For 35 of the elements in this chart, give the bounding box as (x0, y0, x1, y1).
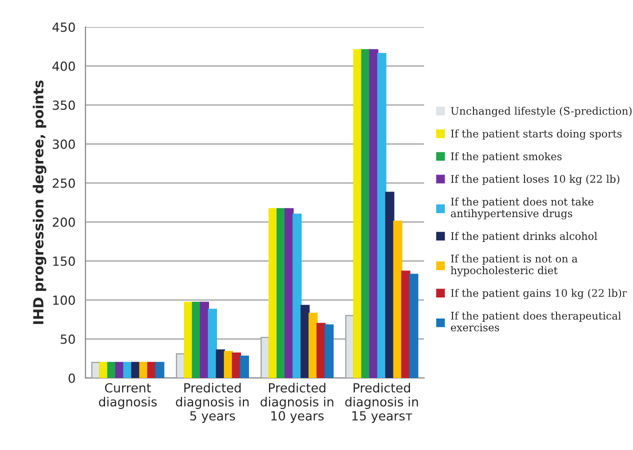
bar (292, 214, 302, 378)
bar (393, 220, 402, 378)
legend-label: If the patient loses 10 kg (22 lb) (450, 174, 620, 186)
y-tick-label: 300 (52, 139, 75, 149)
y-tick-label: 0 (68, 373, 75, 383)
bar (155, 362, 164, 378)
bar (324, 324, 334, 378)
legend-label: If the patient smokes (450, 152, 562, 162)
y-tick-label: 250 (52, 178, 75, 188)
x-tick-label: Predicted diagnosis in 5 years (176, 382, 249, 423)
bar (377, 52, 386, 378)
bar (208, 308, 218, 378)
legend-label: If the patient gains 10 kg (22 lb)г (450, 288, 627, 300)
y-tick-label: 150 (53, 256, 75, 266)
bar (308, 312, 318, 378)
y-tick-label: 100 (53, 295, 75, 305)
bar (385, 192, 394, 378)
legend-label: If the patient drinks alcohol (450, 232, 598, 242)
bar (409, 274, 418, 378)
legend-label: If the patient starts doing sports (450, 129, 622, 140)
x-tick-label: Current diagnosis (98, 383, 157, 409)
legend-label: If the patient does not take antihypertensive drugs (450, 198, 594, 220)
bar (232, 352, 241, 378)
y-tick-label: 450 (52, 22, 75, 32)
legend-label: Unchanged lifestyle (S-prediction) (450, 106, 632, 117)
bar (240, 356, 249, 378)
x-tick-label: Predicted diagnosis in 10 years (260, 382, 334, 423)
y-tick-label: 50 (60, 334, 75, 344)
legend-label: If the patient does therapeutical exercises (450, 312, 621, 332)
y-tick-label: 350 (52, 100, 75, 110)
y-tick-label: 400 (52, 61, 75, 71)
y-axis-title: IHD progression degree, points (32, 80, 46, 324)
legend-label: If the patient is not on a hypocholesteric diet (450, 254, 578, 276)
x-tick-label: Predicted diagnosis in 15 yearsт (345, 382, 418, 423)
y-tick-label: 200 (52, 217, 75, 227)
